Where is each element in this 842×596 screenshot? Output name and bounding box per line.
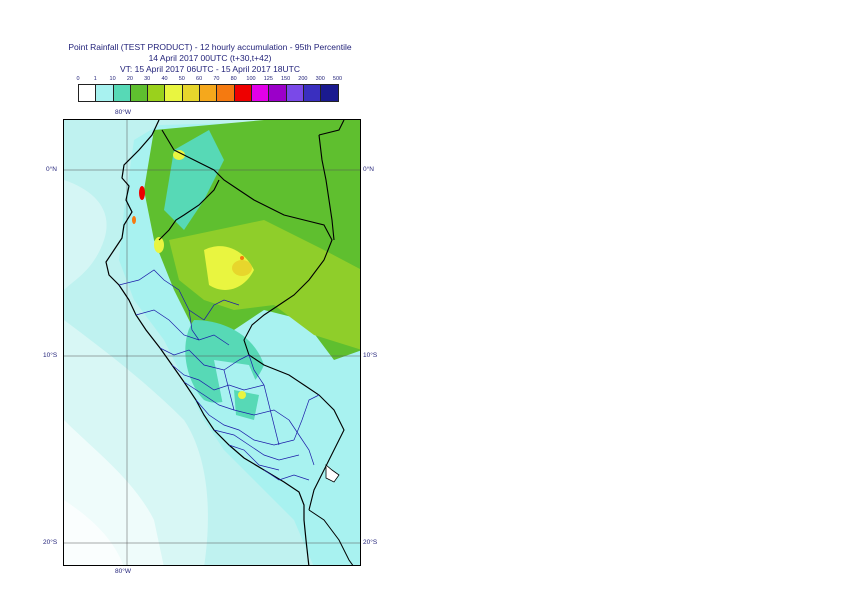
legend-tick-label: 70: [213, 76, 220, 82]
map-title: Point Rainfall (TEST PRODUCT) - 12 hourl…: [68, 42, 352, 52]
legend-tick-label: 125: [263, 76, 273, 82]
legend-swatch: [200, 85, 218, 101]
lon-label-top: 80°W: [115, 109, 131, 116]
legend-swatch: [321, 85, 339, 101]
legend-swatch: [130, 85, 149, 101]
coastline: [105, 120, 310, 565]
rain-area-40-50: [154, 237, 164, 253]
legend-tick-label: 100: [246, 76, 256, 82]
map-canvas: [64, 120, 360, 565]
lat-label-left-20s: 20°S: [43, 539, 58, 546]
legend-tick-label: 80: [230, 76, 237, 82]
legend-tick-label: 300: [315, 76, 325, 82]
lat-label-right-20s: 20°S: [363, 539, 378, 546]
legend-swatch: [165, 85, 183, 101]
legend-swatch: [303, 85, 322, 101]
rain-area-50-60: [232, 260, 252, 276]
country-border: [308, 509, 354, 565]
rain-max-spot: [139, 186, 145, 200]
legend-swatch: [251, 85, 270, 101]
legend-tick-label: 20: [126, 76, 133, 82]
legend-tick-label: 0: [76, 76, 80, 82]
rain-area-40-50: [173, 150, 185, 160]
rainfall-map: [63, 119, 361, 566]
legend-tick-label: 500: [332, 76, 343, 82]
rainfall-legend: [78, 84, 340, 102]
country-border: [318, 134, 335, 241]
legend-tick-label: 200: [298, 76, 308, 82]
legend-tick-label: 40: [161, 76, 168, 82]
country-border: [318, 120, 345, 136]
rain-area-40-50: [238, 391, 246, 399]
legend-swatch: [217, 85, 235, 101]
map-valid-time: VT: 15 April 2017 06UTC - 15 April 2017 …: [119, 64, 300, 74]
legend-tick-label: 30: [144, 76, 151, 82]
lake-titicaca: [325, 464, 340, 483]
lon-label-bottom: 80°W: [115, 568, 131, 575]
legend-swatch: [269, 85, 287, 101]
lat-label-left-0: 0°N: [46, 166, 57, 173]
ocean-dry-area: [64, 180, 107, 290]
region-borders: [118, 269, 320, 481]
rain-max-spot: [240, 256, 244, 260]
legend-tick-label: 150: [281, 76, 291, 82]
map-run-time: 14 April 2017 00UTC (t+30,t+42): [148, 53, 272, 63]
ocean-dry-area: [64, 500, 124, 565]
legend-swatch: [148, 85, 166, 101]
legend-swatch: [96, 85, 114, 101]
country-border: [158, 179, 220, 241]
legend-swatch: [286, 85, 304, 101]
rain-max-spot: [132, 216, 136, 224]
legend-tick-label: 50: [178, 76, 185, 82]
legend-tick-label: 60: [196, 76, 203, 82]
lat-label-right-0: 0°N: [363, 166, 374, 173]
lat-label-right-10s: 10°S: [363, 352, 378, 359]
legend-tick-label: 10: [109, 76, 116, 82]
legend-swatch: [234, 85, 252, 101]
legend-swatch: [113, 85, 131, 101]
country-border: [161, 129, 345, 511]
legend-swatch: [79, 85, 97, 101]
legend-tick-label: 1: [93, 76, 97, 82]
lat-label-left-10s: 10°S: [43, 352, 58, 359]
legend-swatch: [182, 85, 201, 101]
